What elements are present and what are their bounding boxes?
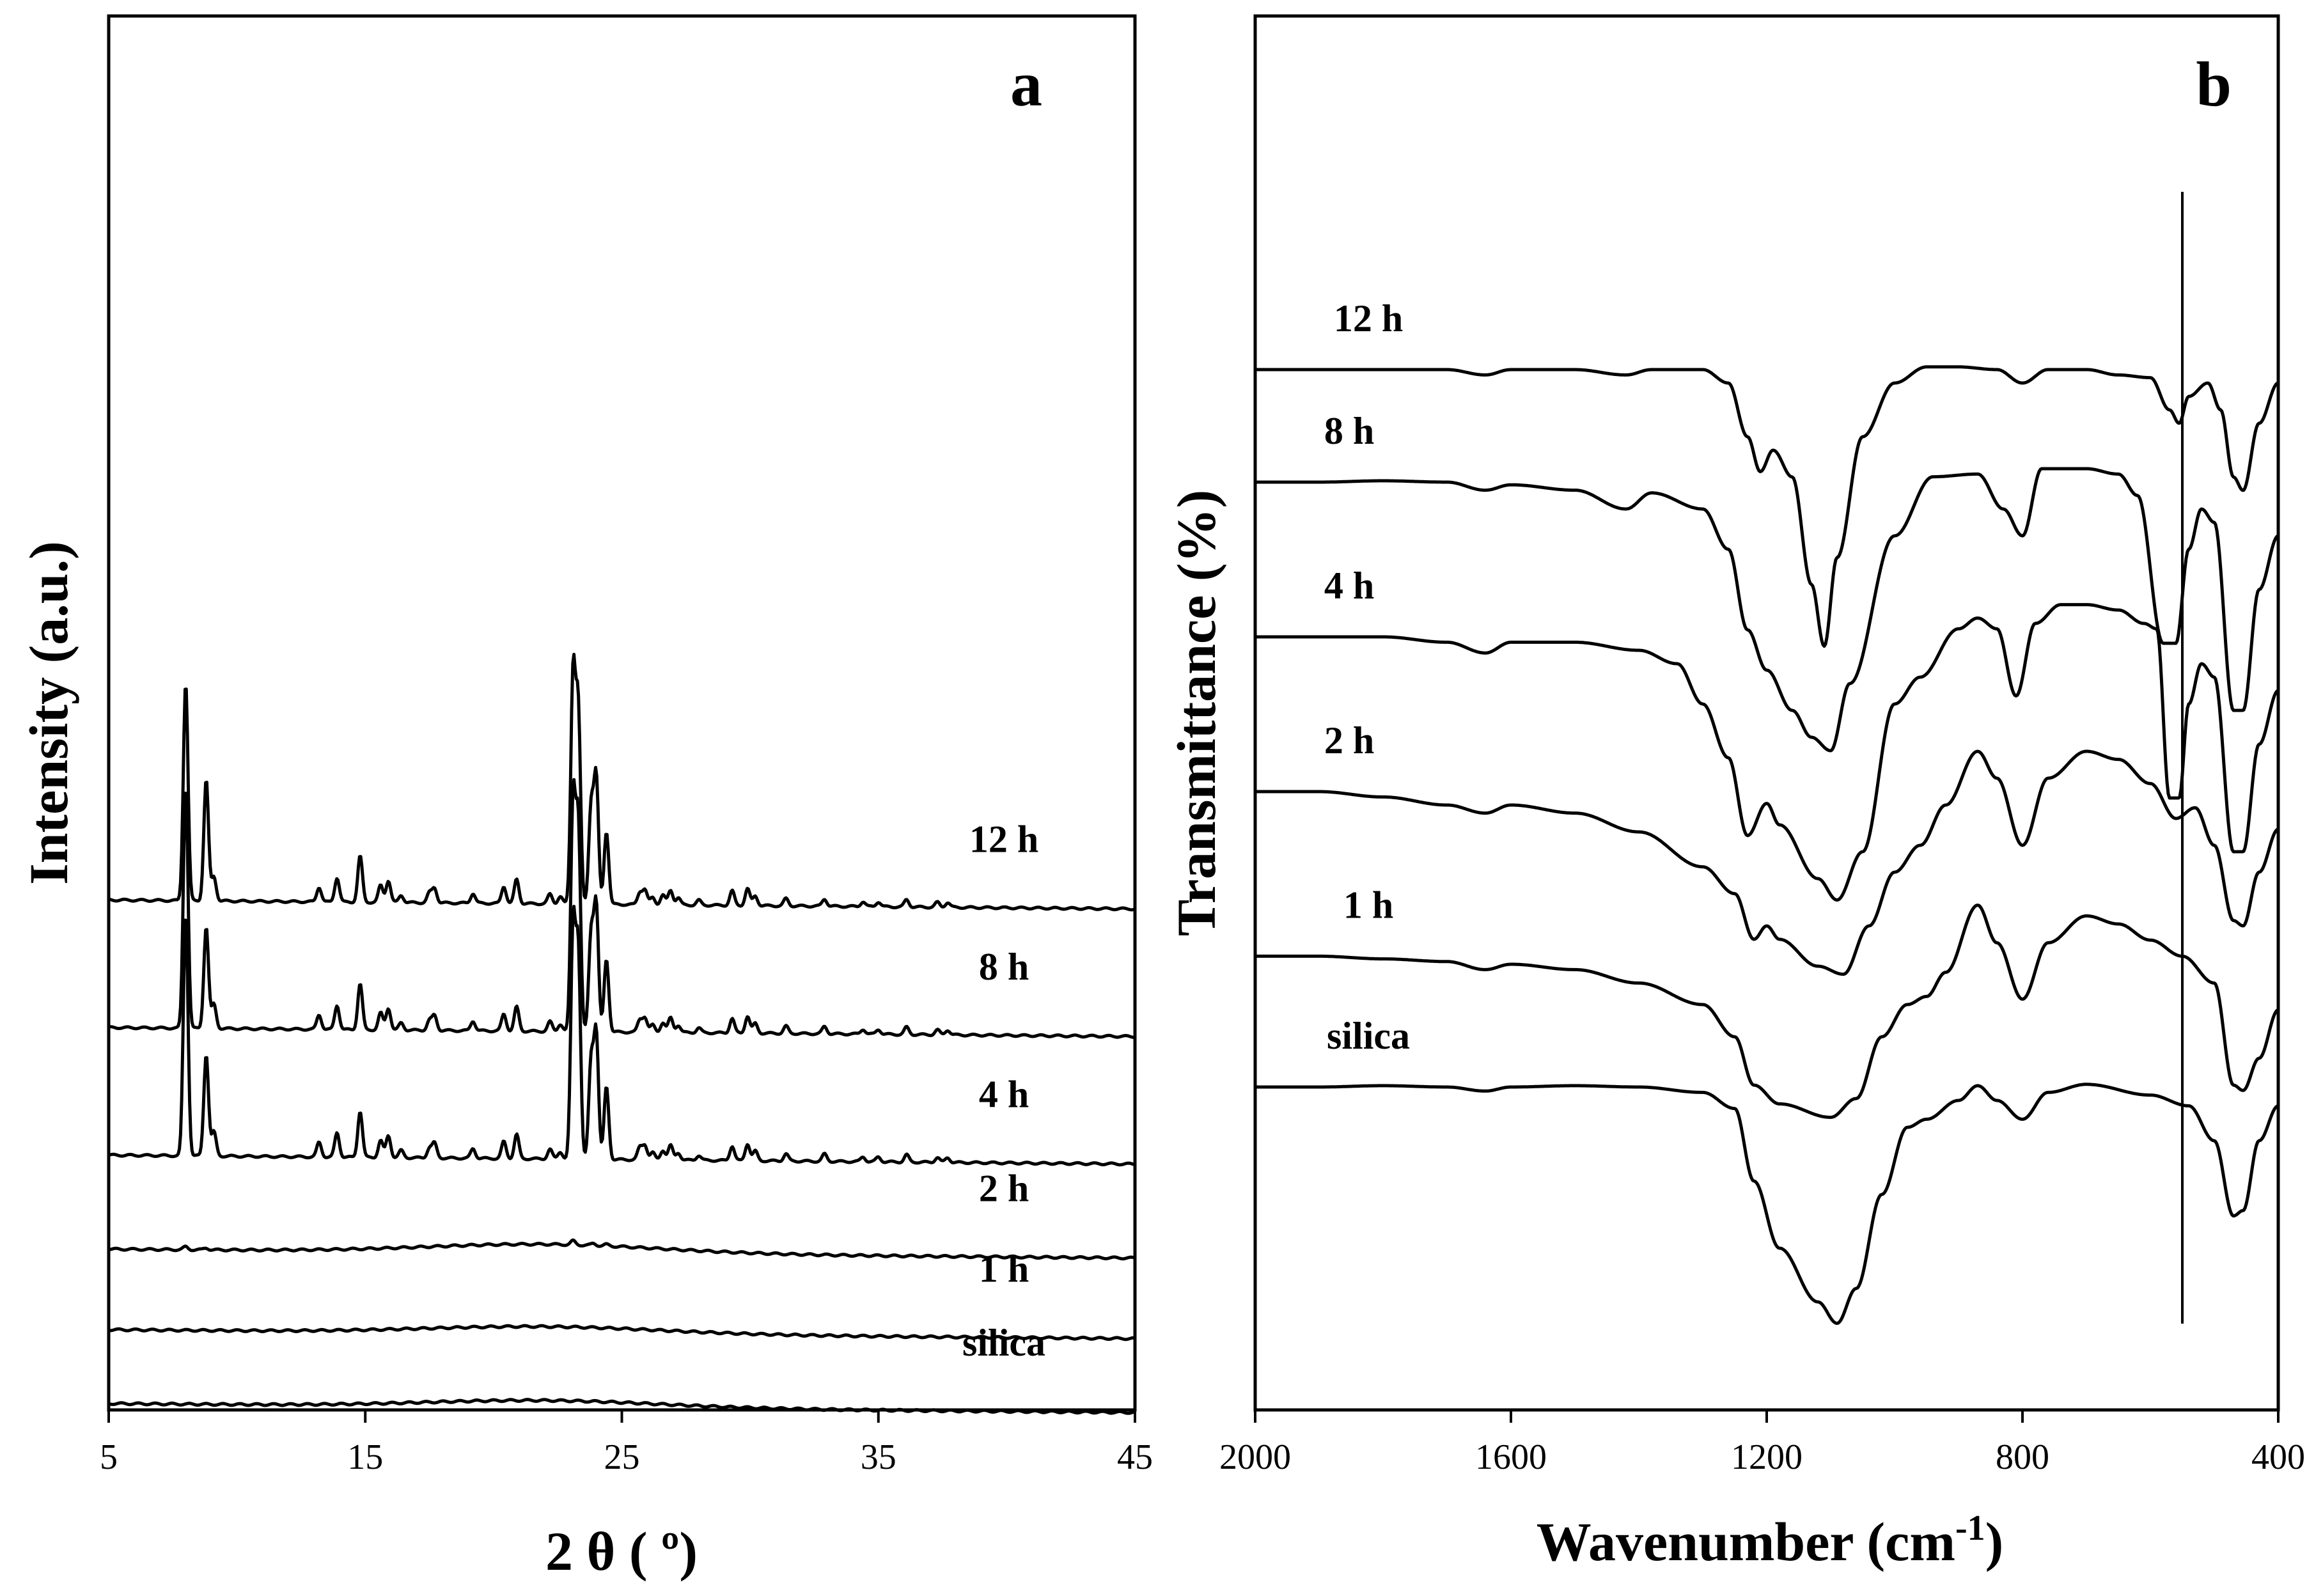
panel-a-trace-silica (108, 1398, 1136, 1415)
panel-b-label-8-h: 8 h (1324, 410, 1374, 452)
panel-b-x-tick-label: 1200 (1731, 1437, 1803, 1477)
panel-b-letter: b (2196, 49, 2232, 120)
panel-a-label-4-h: 4 h (979, 1074, 1029, 1116)
panel-b-x-tick-label: 2000 (1219, 1437, 1291, 1477)
panel-a-label-8-h: 8 h (979, 946, 1029, 988)
panel-a-x-tick-label: 15 (347, 1437, 383, 1477)
panel-b-label-4-h: 4 h (1324, 565, 1374, 607)
panel-b-label-2-h: 2 h (1324, 719, 1374, 762)
panel-b-x-axis-title-suffix: ) (1985, 1511, 2004, 1572)
panel-b-x-axis-title-main: Wavenumber (cm (1537, 1511, 1955, 1572)
panel-b-series-labels: silica 1 h 2 h 4 h 8 h 12 h (1324, 297, 1410, 1057)
panel-b-trace-8-h (1255, 467, 2280, 753)
panel-a-trace-8-h (108, 778, 1136, 1039)
panel-b-trace-1-h (1255, 904, 2279, 1119)
panel-b-trace-silica (1255, 1083, 2279, 1326)
panel-b-label-silica: silica (1327, 1015, 1410, 1057)
panel-b-x-tick-label: 400 (2251, 1437, 2305, 1477)
panel-a-letter: a (1010, 49, 1042, 120)
panel-b-traces (1255, 365, 2280, 1326)
panel-b-x-axis-title-superscript: -1 (1955, 1508, 1985, 1548)
panel-b-y-axis-title: Transmittance (%) (1166, 490, 1227, 936)
panel-b-trace-12-h (1255, 365, 2279, 648)
panel-a-trace-12-h (108, 652, 1136, 912)
panel-b-label-1-h: 1 h (1343, 884, 1393, 926)
panel-a-y-axis-title: Intensity (a.u.) (18, 541, 79, 885)
panel-b-ftir-chart: b silica 1 h 2 h 4 h 8 h 12 h 2000 1600 1200 800… (1166, 14, 2305, 1572)
panel-a-label-12-h: 12 h (969, 818, 1038, 861)
panel-b-trace-4-h (1255, 603, 2280, 902)
panel-a-label-2-h: 2 h (979, 1168, 1029, 1210)
panel-b-trace-2-h (1255, 749, 2279, 976)
panel-a-x-tick-label: 25 (604, 1437, 640, 1477)
panel-a-label-silica: silica (962, 1322, 1045, 1364)
panel-b-label-12-h: 12 h (1334, 297, 1403, 340)
panel-a-x-ticks: 5 15 25 35 45 (100, 1410, 1153, 1477)
panel-b-plot-frame (1253, 14, 2280, 1412)
panel-a-x-axis-title: 2 θ ( º) (545, 1521, 698, 1582)
panel-a-series-labels: silica 1 h 2 h 4 h 8 h 12 h (962, 818, 1045, 1365)
panel-a-label-1-h: 1 h (979, 1248, 1029, 1290)
panel-a-trace-1-h (108, 1324, 1136, 1342)
panel-a-traces (108, 652, 1136, 1415)
panel-b-x-tick-label: 800 (1996, 1437, 2049, 1477)
panel-b-x-ticks: 2000 1600 1200 800 400 (1219, 1410, 2305, 1477)
panel-b-x-tick-label: 1600 (1475, 1437, 1547, 1477)
panel-b-x-axis-title: Wavenumber (cm-1) (1537, 1508, 2004, 1572)
panel-a-trace-4-h (108, 905, 1136, 1167)
panel-a-trace-2-h (108, 1238, 1136, 1261)
panel-a-x-tick-label: 45 (1117, 1437, 1153, 1477)
panel-a-xrd-chart: a silica 1 h 2 h 4 h 8 h 12 h 5 15 25 35 45 2 θ (… (18, 14, 1153, 1582)
panel-a-x-tick-label: 35 (861, 1437, 896, 1477)
panel-a-x-tick-label: 5 (100, 1437, 118, 1477)
